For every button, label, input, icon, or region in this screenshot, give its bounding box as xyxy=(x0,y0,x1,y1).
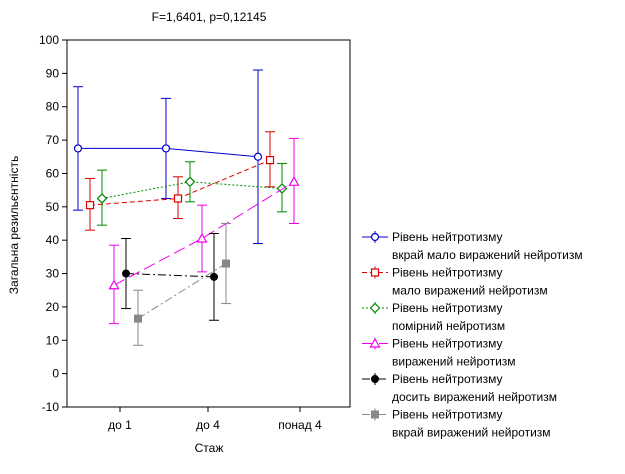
legend-sublabel: вкрай виражений нейротизм xyxy=(392,426,551,440)
data-point xyxy=(184,176,196,188)
legend-item-4: Рівень нейтротизму досить виражений нейро… xyxy=(362,372,557,404)
y-tick-label: 60 xyxy=(46,166,60,180)
y-tick-label: 10 xyxy=(46,333,60,347)
series-line xyxy=(125,273,215,278)
data-point xyxy=(288,176,300,186)
legend-swatch-marker xyxy=(369,302,381,314)
legend-item-0: Рівень нейтротизму вкрай мало виражений н… xyxy=(362,230,583,262)
legend-label: Рівень нейтротизму xyxy=(392,230,502,244)
data-point xyxy=(96,193,108,204)
legend-label: Рівень нейтротизму xyxy=(392,372,502,386)
series-1 xyxy=(85,131,275,231)
legend-item-2: Рівень нейтротизму помірний нейротизм xyxy=(362,301,505,333)
axes: -10 0 10 20 30 40 50 60 70 80 90 100 до 1 до 4 понад 4 xyxy=(39,33,322,432)
legend-swatch-marker xyxy=(371,375,379,383)
data-point xyxy=(222,259,230,268)
x-axis-label: Стаж xyxy=(195,441,224,455)
legend-sublabel: досить виражений нейротизм xyxy=(392,390,557,404)
legend-sublabel: вкрай мало виражений нейротизм xyxy=(392,248,583,262)
legend-label: Рівень нейтротизму xyxy=(392,337,502,351)
x-tick-label: до 4 xyxy=(196,418,220,432)
data-point xyxy=(122,269,130,278)
y-tick-label: 20 xyxy=(46,300,60,314)
y-tick-label: 100 xyxy=(39,33,59,47)
data-point xyxy=(265,156,275,165)
y-axis-label: Загальна резильєнтність xyxy=(7,156,21,294)
data-point xyxy=(253,152,263,161)
y-tick-label: 40 xyxy=(46,233,60,247)
legend-label: Рівень нейтротизму xyxy=(392,408,502,422)
legend-swatch-marker xyxy=(371,410,379,419)
legend-item-3: Рівень нейтротизму виражений нейротизм xyxy=(362,337,516,369)
legend-item-1: Рівень нейтротизму мало виражений нейроти… xyxy=(362,266,548,298)
data-point xyxy=(73,144,83,153)
legend-swatch-marker xyxy=(369,337,381,348)
data-point xyxy=(210,272,218,281)
legend-sublabel: виражений нейротизм xyxy=(392,355,516,369)
chart-title: F=1,6401, p=0,12145 xyxy=(152,10,267,24)
data-point xyxy=(85,201,95,210)
series-line xyxy=(137,263,227,320)
data-point xyxy=(134,314,142,323)
y-tick-label: 30 xyxy=(46,267,60,281)
series-0 xyxy=(73,69,263,245)
series-line xyxy=(113,181,295,286)
data-point xyxy=(196,232,208,243)
legend-label: Рівень нейтротизму xyxy=(392,266,502,280)
y-tick-label: 0 xyxy=(52,367,59,381)
legend-label: Рівень нейтротизму xyxy=(392,301,502,315)
legend: Рівень нейтротизму вкрай мало виражений н… xyxy=(362,230,583,440)
y-tick-label: 70 xyxy=(46,133,60,147)
y-tick-label: 90 xyxy=(46,66,60,80)
y-tick-label: 50 xyxy=(46,200,60,214)
x-tick-label: понад 4 xyxy=(278,418,322,432)
legend-sublabel: мало виражений нейротизм xyxy=(392,284,548,298)
series-5 xyxy=(133,223,231,346)
plot-frame xyxy=(66,39,351,408)
series-4 xyxy=(121,233,219,321)
legend-swatch-marker xyxy=(370,268,380,277)
legend-swatch-marker xyxy=(370,232,380,242)
legend-item-5: Рівень нейтротизму вкрай виражений нейрот… xyxy=(362,408,551,440)
y-tick-label: 80 xyxy=(46,100,60,114)
x-tick-label: до 1 xyxy=(108,418,132,432)
data-point xyxy=(173,194,183,203)
data-point xyxy=(161,144,171,153)
y-tick-label: -10 xyxy=(42,400,60,414)
legend-sublabel: помірний нейротизм xyxy=(392,319,505,333)
series-3 xyxy=(108,137,300,325)
series-layer xyxy=(73,69,300,346)
data-point xyxy=(108,279,120,290)
